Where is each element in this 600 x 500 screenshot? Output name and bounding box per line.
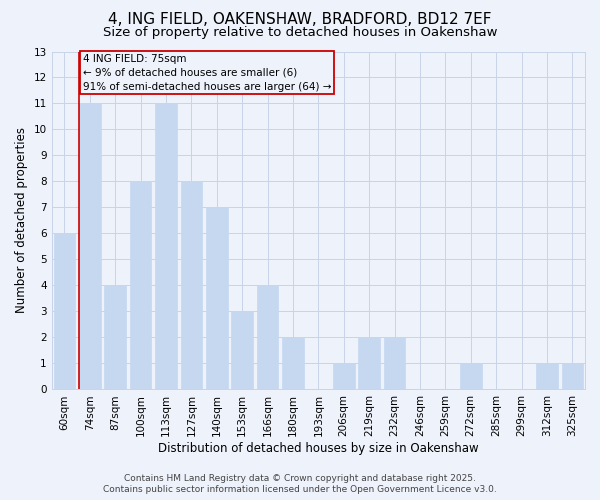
Bar	[206, 208, 227, 390]
Bar	[460, 364, 482, 390]
Bar	[536, 364, 557, 390]
Bar	[358, 338, 380, 390]
Bar	[79, 104, 101, 390]
Y-axis label: Number of detached properties: Number of detached properties	[15, 128, 28, 314]
Text: Contains HM Land Registry data © Crown copyright and database right 2025.
Contai: Contains HM Land Registry data © Crown c…	[103, 474, 497, 494]
Bar	[282, 338, 304, 390]
Bar	[257, 286, 278, 390]
Text: 4 ING FIELD: 75sqm
← 9% of detached houses are smaller (6)
91% of semi-detached : 4 ING FIELD: 75sqm ← 9% of detached hous…	[83, 54, 331, 92]
X-axis label: Distribution of detached houses by size in Oakenshaw: Distribution of detached houses by size …	[158, 442, 479, 455]
Text: Size of property relative to detached houses in Oakenshaw: Size of property relative to detached ho…	[103, 26, 497, 39]
Bar	[384, 338, 406, 390]
Bar	[232, 312, 253, 390]
Bar	[562, 364, 583, 390]
Bar	[181, 182, 202, 390]
Bar	[53, 234, 75, 390]
Text: 4, ING FIELD, OAKENSHAW, BRADFORD, BD12 7EF: 4, ING FIELD, OAKENSHAW, BRADFORD, BD12 …	[108, 12, 492, 28]
Bar	[130, 182, 151, 390]
Bar	[155, 104, 177, 390]
Bar	[333, 364, 355, 390]
Bar	[104, 286, 126, 390]
